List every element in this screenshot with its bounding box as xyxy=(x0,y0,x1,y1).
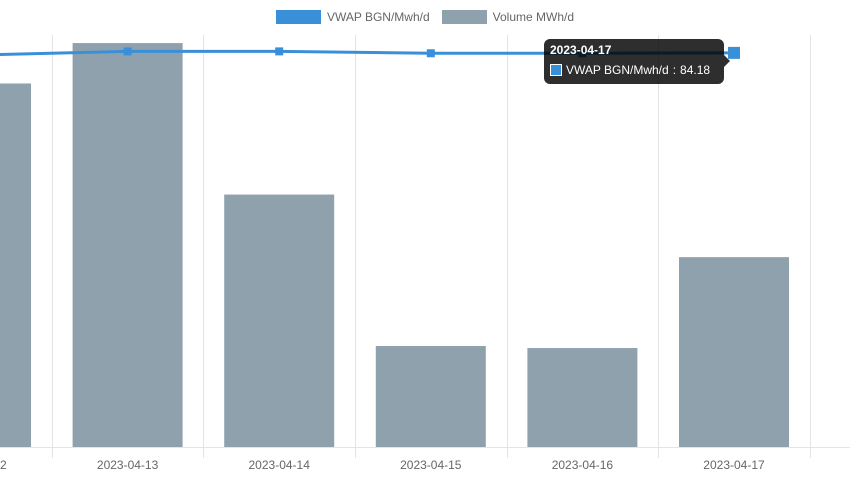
volume-bar xyxy=(72,43,183,447)
x-tick-label: 2023-04-14 xyxy=(249,458,311,472)
volume-bar xyxy=(527,348,638,447)
x-tick-label: 2023-04-16 xyxy=(552,458,614,472)
x-tick-label: 2023-04-12 xyxy=(0,458,7,472)
tooltip-value: 84.18 xyxy=(680,63,711,77)
legend-item-volume[interactable]: Volume MWh/d xyxy=(441,10,575,24)
legend-swatch-volume xyxy=(441,10,487,24)
vwap-point xyxy=(275,47,284,56)
vwap-point xyxy=(728,46,740,59)
legend-label-vwap: VWAP BGN/Mwh/d xyxy=(326,10,430,24)
volume-bar xyxy=(0,83,31,448)
volume-bar xyxy=(224,194,335,447)
x-tick-label: 2023-04-13 xyxy=(97,458,159,472)
chart-tooltip: 2023-04-17 VWAP BGN/Mwh/d: 84.18 xyxy=(544,39,730,84)
volume-bar xyxy=(679,257,789,447)
tooltip-swatch xyxy=(550,64,562,76)
legend-label-volume: Volume MWh/d xyxy=(492,10,575,24)
tooltip-body: VWAP BGN/Mwh/d: 84.18 xyxy=(550,63,718,77)
tooltip-caret xyxy=(724,55,730,67)
tooltip-title: 2023-04-17 xyxy=(550,43,612,57)
legend-swatch-vwap xyxy=(275,10,321,24)
x-tick-label: 2023-04-17 xyxy=(703,458,765,472)
vwap-point xyxy=(123,47,132,56)
chart-legend: VWAP BGN/Mwh/d Volume MWh/d xyxy=(0,8,850,26)
legend-item-vwap[interactable]: VWAP BGN/Mwh/d xyxy=(275,10,430,24)
x-tick-label: 2023-04-15 xyxy=(400,458,462,472)
tooltip-colon: : xyxy=(672,63,677,77)
tooltip-series-label: VWAP BGN/Mwh/d xyxy=(566,63,669,77)
volume-bar xyxy=(375,346,486,447)
vwap-point xyxy=(426,49,435,58)
